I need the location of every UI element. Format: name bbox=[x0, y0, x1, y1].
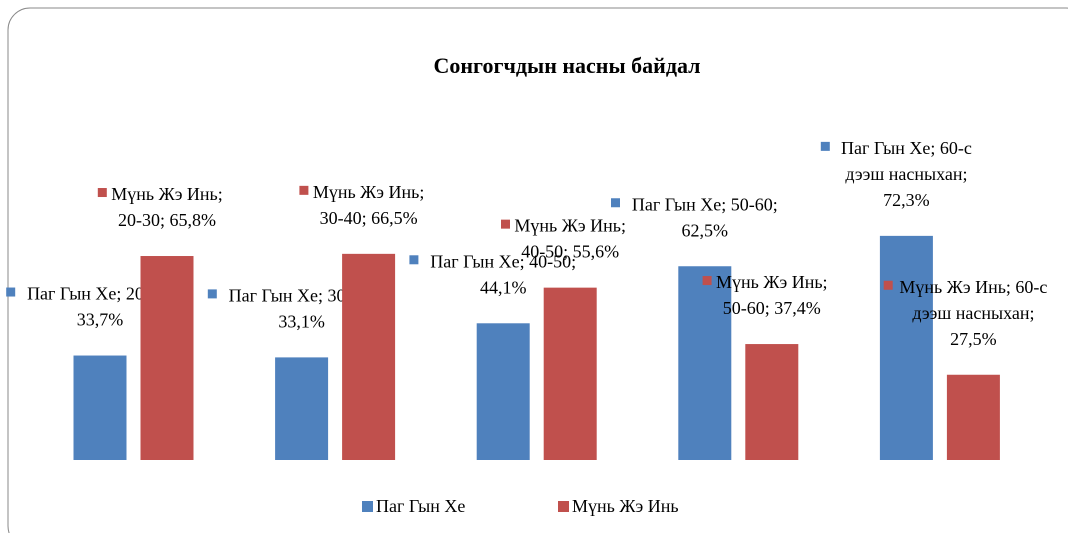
bar bbox=[342, 253, 396, 460]
data-label-key bbox=[6, 287, 16, 297]
data-label: Паг Гын Хе; 60-с дээш насныхан; 72,3% bbox=[841, 138, 972, 210]
legend-label: Мүнь Жэ Инь bbox=[572, 496, 679, 516]
data-label-key bbox=[97, 188, 107, 198]
data-label: Паг Гын Хе; 30-40; 33,1% bbox=[229, 285, 375, 331]
bar bbox=[140, 256, 194, 460]
data-label-key bbox=[207, 289, 217, 299]
data-label-key bbox=[299, 185, 309, 195]
bar bbox=[275, 357, 329, 460]
legend-label: Паг Гын Хе bbox=[376, 496, 465, 516]
data-label-key bbox=[702, 276, 712, 286]
bar bbox=[745, 344, 799, 460]
bar bbox=[879, 235, 933, 460]
bar bbox=[946, 374, 1000, 460]
data-label-key bbox=[409, 255, 419, 265]
data-label-key bbox=[820, 141, 830, 151]
data-label: Мүнь Жэ Инь; 40-50; 55,6% bbox=[514, 216, 626, 262]
data-label-key bbox=[501, 219, 510, 229]
data-label: Мүнь Жэ Инь; 20-30; 65,8% bbox=[111, 184, 223, 230]
chart-frame bbox=[7, 7, 1068, 533]
bar bbox=[543, 287, 597, 460]
bar bbox=[476, 323, 530, 460]
data-label-key bbox=[611, 198, 620, 208]
data-label: Паг Гын Хе; 40-50; 44,1% bbox=[430, 251, 576, 297]
data-label-key bbox=[883, 280, 893, 290]
bar bbox=[73, 355, 127, 460]
data-label: Мүнь Жэ Инь; 50-60; 37,4% bbox=[716, 272, 828, 318]
data-label: Паг Гын Хе; 20-30; 33,7% bbox=[27, 284, 173, 330]
chart-title: Сонгогчдын насны байдал bbox=[433, 53, 700, 78]
data-label: Мүнь Жэ Инь; 30-40; 66,5% bbox=[313, 182, 425, 228]
legend-key bbox=[558, 501, 569, 512]
bar bbox=[678, 266, 732, 460]
data-label: Паг Гын Хе; 50-60; 62,5% bbox=[632, 194, 778, 240]
data-label: Мүнь Жэ Инь; 60-с дээш насныхан; 27,5% bbox=[899, 277, 1047, 349]
legend-key bbox=[362, 501, 373, 512]
